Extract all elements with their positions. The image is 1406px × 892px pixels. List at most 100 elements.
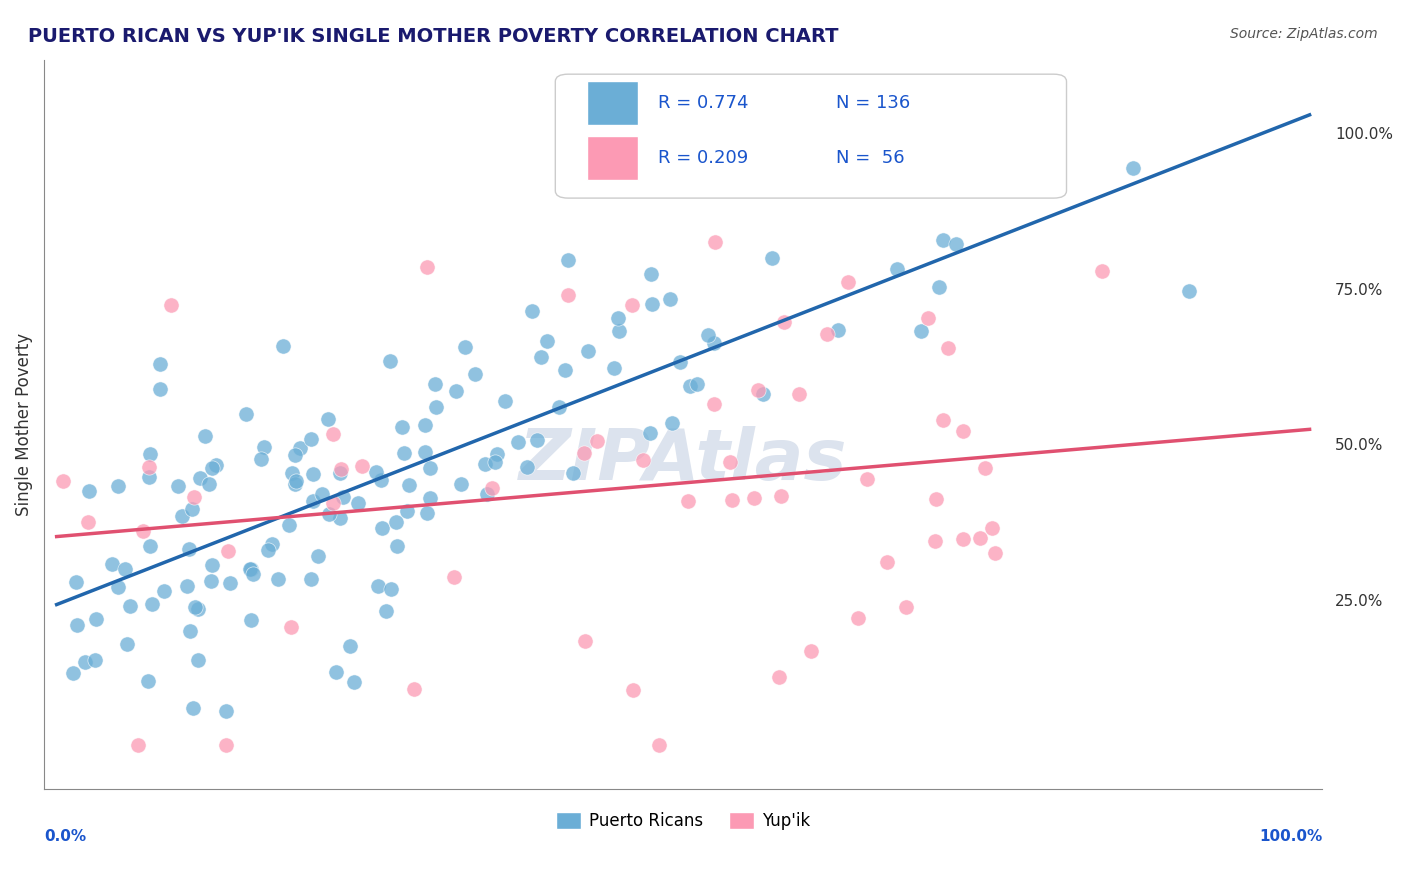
Point <box>187 602 209 616</box>
Point <box>302 494 325 508</box>
Point <box>322 427 344 442</box>
Point <box>910 324 932 338</box>
Point <box>607 324 630 338</box>
Point <box>201 461 224 475</box>
Point <box>984 546 1007 560</box>
Point <box>311 487 333 501</box>
Point <box>76 515 98 529</box>
Point <box>322 496 344 510</box>
Point <box>886 262 908 277</box>
Point <box>536 334 558 348</box>
Point <box>250 452 273 467</box>
Text: N = 136: N = 136 <box>837 95 911 112</box>
Point <box>678 378 700 392</box>
Point <box>526 433 548 447</box>
Point <box>721 492 744 507</box>
Point <box>506 434 529 449</box>
Point <box>84 612 107 626</box>
Point <box>107 580 129 594</box>
Point <box>240 562 263 576</box>
Point <box>62 665 84 680</box>
Point <box>932 413 955 427</box>
Point <box>402 681 425 696</box>
Point <box>522 304 544 318</box>
Point <box>416 506 439 520</box>
Point <box>924 534 946 549</box>
Point <box>66 618 89 632</box>
Point <box>576 343 599 358</box>
Point <box>380 582 402 596</box>
Point <box>454 340 477 354</box>
Point <box>392 446 415 460</box>
Point <box>443 569 465 583</box>
Point <box>329 466 352 480</box>
Point <box>194 429 217 443</box>
Text: R = 0.774: R = 0.774 <box>658 95 748 112</box>
Point <box>703 396 725 410</box>
Point <box>640 267 662 281</box>
Point <box>159 298 181 312</box>
Point <box>769 489 792 503</box>
Point <box>138 539 160 553</box>
Point <box>530 350 553 364</box>
Bar <box>588 81 638 125</box>
Point <box>391 420 413 434</box>
Point <box>205 458 228 473</box>
Point <box>65 575 87 590</box>
Point <box>374 604 396 618</box>
Point <box>416 260 439 275</box>
Point <box>789 386 811 401</box>
Point <box>815 326 838 341</box>
Point <box>198 477 221 491</box>
Point <box>347 495 370 509</box>
Point <box>395 504 418 518</box>
Point <box>181 700 204 714</box>
Point <box>218 575 240 590</box>
Point <box>257 543 280 558</box>
Legend: Puerto Ricans, Yup'ik: Puerto Ricans, Yup'ik <box>548 804 818 838</box>
Point <box>607 311 630 326</box>
Point <box>413 445 436 459</box>
Text: 100.0%: 100.0% <box>1258 829 1322 844</box>
Text: 25.0%: 25.0% <box>1334 594 1384 609</box>
Point <box>302 467 325 482</box>
Point <box>183 490 205 504</box>
Point <box>183 600 205 615</box>
Point <box>242 567 264 582</box>
Point <box>385 516 408 530</box>
Point <box>138 459 160 474</box>
Point <box>475 486 498 500</box>
Point <box>215 704 238 718</box>
Text: N =  56: N = 56 <box>837 149 905 167</box>
Point <box>752 387 775 401</box>
Point <box>136 673 159 688</box>
Point <box>621 682 644 697</box>
Point <box>827 323 849 337</box>
Point <box>744 491 766 506</box>
Point <box>703 335 725 350</box>
Point <box>273 339 295 353</box>
Point <box>876 555 898 569</box>
Point <box>425 400 447 414</box>
Point <box>641 297 664 311</box>
Text: 100.0%: 100.0% <box>1334 127 1393 142</box>
Point <box>1122 161 1144 176</box>
Point <box>981 521 1004 535</box>
Point <box>330 462 353 476</box>
Point <box>969 531 991 545</box>
Point <box>557 288 579 302</box>
Point <box>917 310 939 325</box>
Point <box>574 633 596 648</box>
Point <box>837 275 859 289</box>
Point <box>474 457 496 471</box>
Point <box>846 611 869 625</box>
Point <box>181 502 204 516</box>
Point <box>484 455 506 469</box>
Point <box>253 440 276 454</box>
Point <box>562 466 585 480</box>
Point <box>235 407 257 421</box>
Point <box>114 562 136 576</box>
Bar <box>588 136 638 180</box>
Point <box>153 584 176 599</box>
Point <box>669 355 692 369</box>
